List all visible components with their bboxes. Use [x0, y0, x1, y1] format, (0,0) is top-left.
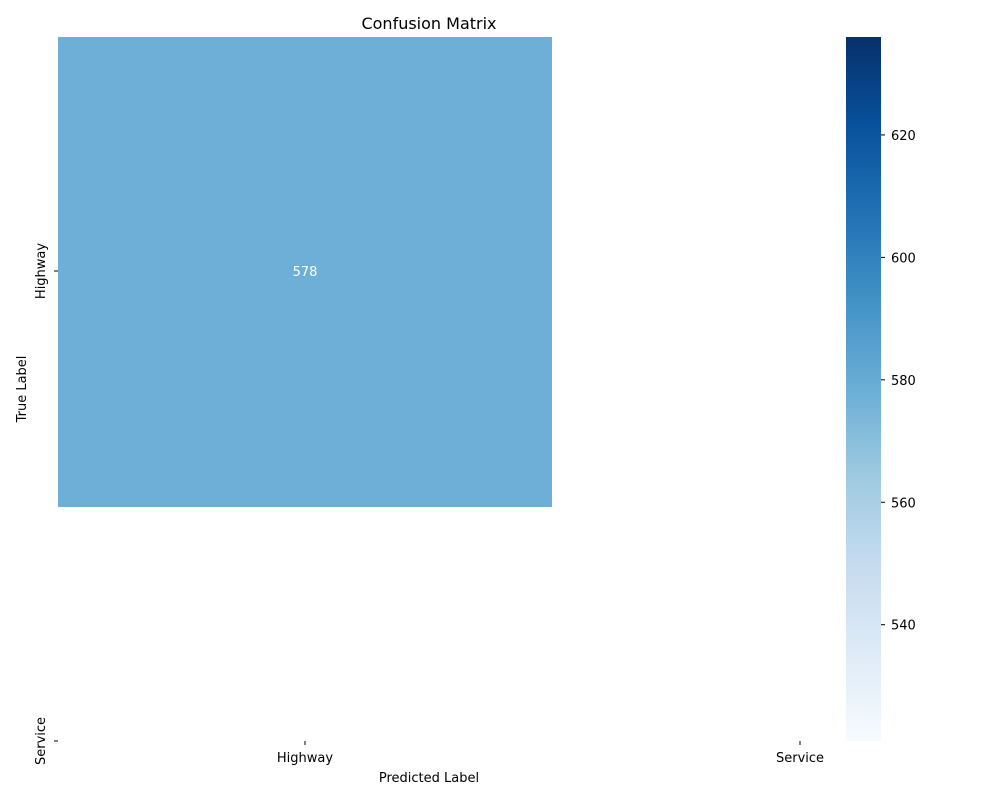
heatmap-cell-highway-highway	[58, 37, 552, 507]
colorbar-ticks: 540 560 580 600 620	[881, 129, 916, 634]
y-axis-label: True Label	[15, 356, 30, 424]
colorbar-tick-label: 560	[891, 496, 916, 511]
y-tick-label: Service	[34, 717, 49, 765]
chart-title: Confusion Matrix	[361, 14, 496, 33]
colorbar-gradient	[846, 37, 881, 741]
heatmap-cells	[58, 37, 552, 507]
x-axis-label: Predicted Label	[379, 771, 479, 786]
x-axis: Highway Service	[277, 741, 824, 766]
heatmap-cell-labels: 578	[293, 265, 318, 280]
x-tick-label: Service	[776, 751, 824, 766]
colorbar-tick-label: 620	[891, 129, 916, 144]
colorbar-tick-label: 600	[891, 251, 916, 266]
colorbar-tick-label: 580	[891, 374, 916, 389]
x-tick-label: Highway	[277, 751, 333, 766]
colorbar: 540 560 580 600 620	[846, 37, 916, 741]
y-tick-label: Highway	[34, 243, 49, 299]
y-axis: Highway Service	[34, 243, 58, 765]
colorbar-tick-label: 540	[891, 619, 916, 634]
heatmap-cell-label: 578	[293, 265, 318, 280]
